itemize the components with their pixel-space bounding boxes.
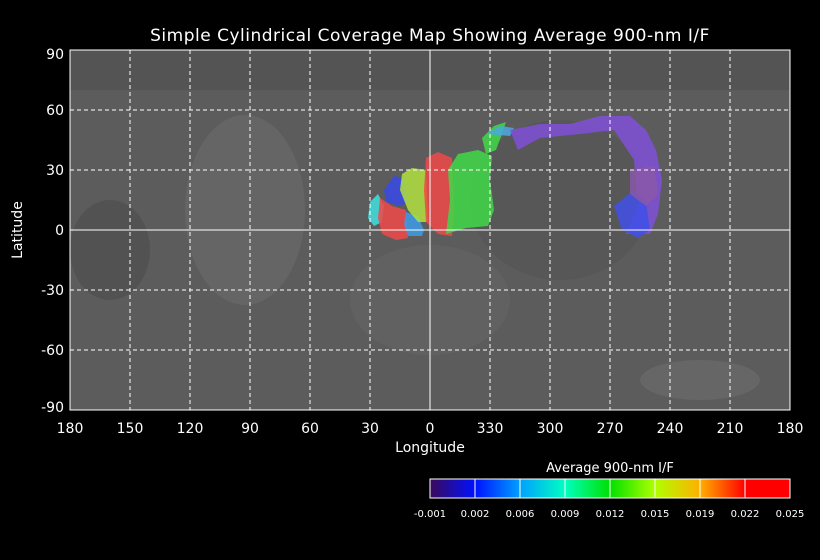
basemap-feature	[470, 120, 650, 280]
plot-frame	[69, 49, 791, 411]
colorbar-tick-labels: -0.001 0.002 0.006 0.009 0.012 0.015 0.019 0.02…	[414, 509, 804, 520]
x-tick-label: 180	[777, 421, 804, 437]
colorbar-segment	[565, 479, 610, 498]
colorbar-tick-label: 0.022	[731, 509, 760, 520]
y-tick-label: -60	[41, 343, 64, 359]
x-tick-label: 30	[361, 421, 379, 437]
map-title: Simple Cylindrical Coverage Map Showing …	[150, 26, 710, 46]
colorbar-tick-label: 0.002	[461, 509, 490, 520]
colorbar-segment	[475, 479, 520, 498]
y-tick-label: 30	[46, 163, 64, 179]
x-tick-label: 60	[301, 421, 319, 437]
x-tick-label: 240	[657, 421, 684, 437]
colorbar	[429, 478, 791, 499]
x-tick-label: 120	[177, 421, 204, 437]
y-tick-label: 60	[46, 103, 64, 119]
colorbar-segment	[430, 479, 475, 498]
colorbar-tick-label: 0.009	[551, 509, 580, 520]
x-axis-label: Longitude	[395, 440, 465, 456]
basemap-feature	[185, 115, 305, 305]
coverage-patch	[630, 166, 658, 206]
colorbar-segment	[655, 479, 700, 498]
x-tick-labels: 180 150 120 90 60 30 0 330 300 270 240 210 180	[57, 421, 804, 437]
colorbar-segment	[745, 479, 790, 498]
grid-lines	[70, 50, 790, 410]
colorbar-tick-label: 0.006	[506, 509, 535, 520]
colorbar-tick-label: -0.001	[414, 509, 446, 520]
coverage-patch	[400, 168, 428, 222]
x-tick-label: 180	[57, 421, 84, 437]
colorbar-tick-label: 0.019	[686, 509, 715, 520]
basemap-feature	[70, 200, 150, 300]
x-tick-label: 150	[117, 421, 144, 437]
coverage-patch	[424, 152, 454, 236]
colorbar-tick-label: 0.025	[776, 509, 805, 520]
y-tick-label: -90	[41, 400, 64, 416]
colorbar-title: Average 900-nm I/F	[546, 461, 674, 476]
colorbar-tick-label: 0.012	[596, 509, 625, 520]
y-tick-label: 90	[46, 47, 64, 63]
colorbar-segment	[700, 479, 745, 498]
y-axis-label: Latitude	[10, 201, 26, 259]
colorbar-frame	[429, 478, 791, 499]
basemap-feature	[640, 360, 760, 400]
colorbar-segment	[520, 479, 565, 498]
y-tick-labels: 90 60 30 0 -30 -60 -90	[41, 47, 64, 416]
x-tick-label: 270	[597, 421, 624, 437]
x-tick-label: 300	[537, 421, 564, 437]
colorbar-tick-label: 0.015	[641, 509, 670, 520]
y-tick-label: 0	[55, 223, 64, 239]
y-tick-label: -30	[41, 283, 64, 299]
x-tick-label: 90	[241, 421, 259, 437]
x-tick-label: 0	[426, 421, 435, 437]
x-tick-label: 330	[477, 421, 504, 437]
x-tick-label: 210	[717, 421, 744, 437]
coverage-patch	[486, 126, 514, 136]
coverage-patch	[446, 150, 494, 234]
colorbar-segment	[610, 479, 655, 498]
map-plot-area	[69, 49, 791, 411]
